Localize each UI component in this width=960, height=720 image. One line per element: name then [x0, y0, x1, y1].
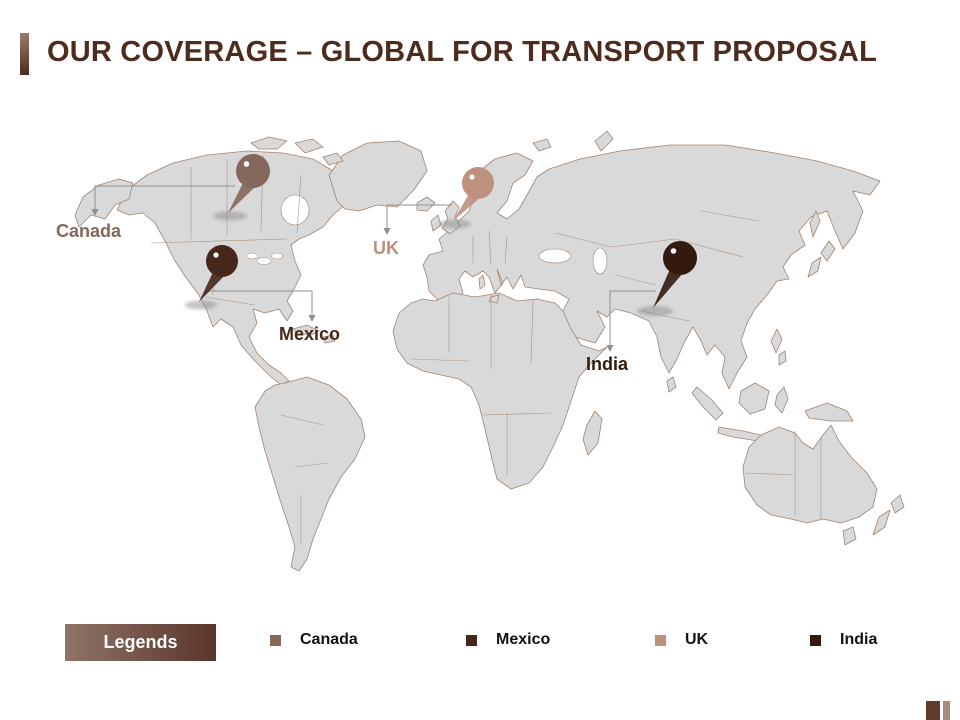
landmass-new-zealand	[890, 494, 905, 514]
legend-label: India	[840, 631, 878, 648]
legend-swatch-india	[810, 634, 821, 646]
great-lake	[271, 252, 283, 260]
legend-item-canada: Canada	[270, 631, 358, 649]
landmass-sakhalin	[809, 210, 821, 238]
landmass-tasmania	[842, 526, 857, 546]
landmass-hispaniola	[322, 334, 336, 344]
callout-india	[606, 290, 656, 352]
callout-line	[94, 185, 235, 209]
landmass-sumatra	[691, 386, 724, 421]
pin-head	[663, 241, 697, 275]
landmass-greenland	[328, 140, 428, 212]
legend-swatch-uk	[655, 634, 666, 646]
page-title: OUR COVERAGE – GLOBAL FOR TRANSPORT PROP…	[47, 36, 877, 68]
world-map	[74, 130, 905, 572]
caspian-sea	[592, 247, 608, 275]
pin-head	[206, 245, 238, 277]
arrowhead-icon	[308, 315, 316, 322]
callout-line	[205, 290, 313, 315]
callout-mexico	[205, 290, 316, 322]
callout-uk	[383, 204, 452, 235]
map-pin-canada[interactable]	[213, 154, 270, 221]
legend-item-india: India	[810, 631, 877, 649]
country-borders	[150, 154, 822, 545]
landmass-philippines	[778, 350, 787, 366]
black-sea	[538, 248, 572, 264]
landmass-iceland	[416, 196, 436, 212]
pin-tail	[228, 183, 256, 213]
landmass-java	[717, 426, 762, 442]
great-lake	[256, 257, 272, 265]
landmass-sri-lanka	[666, 376, 677, 393]
pin-shadow	[213, 211, 247, 221]
pin-head	[462, 167, 494, 199]
pin-highlight	[469, 174, 475, 180]
pin-highlight	[213, 252, 219, 258]
map-label-india: India	[586, 354, 629, 374]
landmass-australia	[742, 424, 878, 524]
landmass-novaya-zemlya	[594, 130, 614, 152]
callout-canada	[91, 185, 235, 216]
map-label-uk: UK	[373, 238, 399, 258]
landmass-new-zealand	[872, 509, 891, 536]
pin-highlight	[243, 161, 250, 167]
landmass-eurasia	[422, 144, 881, 390]
map-label-canada: Canada	[56, 221, 122, 241]
arrowhead-icon	[91, 209, 99, 216]
landmass-alaska	[74, 178, 134, 228]
landmass-svalbard	[532, 138, 552, 152]
pin-tail	[199, 272, 225, 302]
map-label-mexico: Mexico	[279, 324, 341, 344]
hudson-bay	[280, 194, 310, 226]
callout-line	[386, 204, 452, 228]
map-pins	[185, 154, 697, 316]
pin-shadow	[185, 300, 217, 310]
legend-button[interactable]: Legends	[65, 624, 216, 661]
landmass-sardinia	[478, 274, 486, 290]
pin-tail	[653, 269, 683, 308]
corner-decoration-dark	[926, 701, 940, 720]
legend-label: Mexico	[496, 631, 551, 648]
landmass-arctic-island	[322, 152, 344, 166]
landmass-japan	[820, 240, 836, 262]
corner-decoration-light	[943, 701, 950, 720]
pin-tail	[453, 194, 481, 221]
title-accent-bar	[20, 33, 29, 75]
callout-line	[609, 290, 656, 345]
legend-label: Canada	[300, 631, 358, 648]
landmass-arctic-island	[294, 138, 324, 154]
landmass-south-america	[254, 376, 366, 572]
legend-item-uk: UK	[655, 631, 708, 649]
landmass-philippines	[770, 328, 783, 354]
landmass-japan	[807, 256, 822, 278]
landmass-arctic-island	[250, 136, 288, 150]
map-pin-uk[interactable]	[439, 167, 494, 229]
callouts	[91, 185, 656, 352]
map-pin-mexico[interactable]	[185, 245, 238, 310]
map-pin-india[interactable]	[637, 241, 697, 316]
pin-highlight	[670, 248, 677, 254]
arrowhead-icon	[606, 345, 614, 352]
landmass-sulawesi	[774, 386, 789, 414]
pin-shadow	[439, 219, 471, 229]
great-lake	[245, 252, 259, 260]
legend-swatch-canada	[270, 634, 281, 646]
legend-swatch-mexico	[466, 634, 477, 646]
arrowhead-icon	[383, 228, 391, 235]
landmass-cuba	[292, 324, 320, 336]
landmass-sicily	[488, 294, 500, 304]
landmass-madagascar	[582, 410, 603, 456]
legend-item-mexico: Mexico	[466, 631, 550, 649]
legend-label: UK	[685, 631, 709, 648]
landmass-africa	[392, 292, 608, 490]
pin-head	[236, 154, 270, 188]
continents	[74, 130, 905, 572]
landmass-borneo	[738, 382, 770, 415]
pin-shadow	[637, 306, 673, 316]
landmass-new-guinea	[804, 402, 854, 422]
